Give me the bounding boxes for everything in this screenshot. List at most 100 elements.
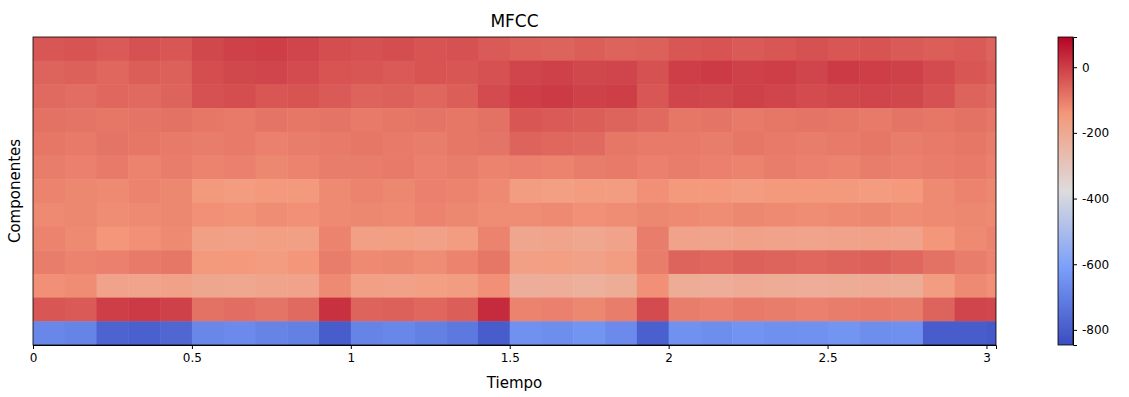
heatmap-cell bbox=[605, 155, 637, 179]
heatmap-cell bbox=[986, 179, 996, 203]
heatmap-cell bbox=[224, 132, 256, 156]
heatmap-cell bbox=[955, 250, 987, 274]
x-axis-title: Tiempo bbox=[486, 374, 542, 392]
heatmap-cell bbox=[605, 298, 637, 322]
heatmap-cell bbox=[669, 298, 701, 322]
heatmap-cell bbox=[160, 108, 192, 132]
heatmap-cell bbox=[891, 321, 923, 345]
plot-frame bbox=[33, 37, 996, 345]
heatmap-cell bbox=[128, 203, 160, 227]
heatmap-cell bbox=[669, 203, 701, 227]
heatmap-cell bbox=[33, 250, 65, 274]
x-tick-label: 2 bbox=[665, 351, 673, 365]
heatmap-cell bbox=[732, 61, 764, 85]
heatmap-cell bbox=[573, 108, 605, 132]
x-axis: 00.511.522.53 bbox=[30, 345, 997, 365]
heatmap-cell bbox=[955, 84, 987, 108]
heatmap-cell bbox=[383, 155, 415, 179]
heatmap-cell bbox=[859, 179, 891, 203]
heatmap-cell bbox=[383, 227, 415, 251]
colorbar-tick-mark bbox=[1073, 133, 1077, 134]
heatmap-cell bbox=[700, 298, 732, 322]
heatmap-cell bbox=[128, 321, 160, 345]
heatmap-cell bbox=[192, 61, 224, 85]
heatmap-cell bbox=[351, 132, 383, 156]
heatmap-cell bbox=[605, 274, 637, 298]
heatmap-cell bbox=[764, 155, 796, 179]
heatmap-cell bbox=[414, 108, 446, 132]
x-tick-mark bbox=[351, 345, 352, 349]
heatmap-cell bbox=[923, 61, 955, 85]
x-tick-mark bbox=[986, 345, 987, 349]
heatmap-cell bbox=[986, 61, 996, 85]
heatmap-cell bbox=[955, 274, 987, 298]
heatmap-cell bbox=[192, 37, 224, 61]
heatmap-cell bbox=[764, 298, 796, 322]
heatmap-cell bbox=[414, 84, 446, 108]
heatmap-cell bbox=[796, 84, 828, 108]
heatmap-cell bbox=[478, 203, 510, 227]
heatmap-cell bbox=[383, 61, 415, 85]
heatmap-cell bbox=[255, 274, 287, 298]
heatmap-cell bbox=[891, 274, 923, 298]
heatmap-cell bbox=[732, 250, 764, 274]
heatmap-cell bbox=[764, 250, 796, 274]
colorbar-tick: -400 bbox=[1073, 192, 1109, 206]
heatmap-cell bbox=[923, 250, 955, 274]
heatmap-cell bbox=[955, 179, 987, 203]
heatmap-cell bbox=[828, 61, 860, 85]
heatmap-cell bbox=[955, 108, 987, 132]
heatmap-cell bbox=[732, 37, 764, 61]
heatmap-cell bbox=[65, 203, 97, 227]
heatmap-cell bbox=[255, 132, 287, 156]
heatmap-cell bbox=[573, 155, 605, 179]
heatmap-cell bbox=[351, 321, 383, 345]
heatmap-cell bbox=[160, 61, 192, 85]
heatmap-cell bbox=[224, 84, 256, 108]
heatmap-cell bbox=[669, 274, 701, 298]
heatmap-cell bbox=[955, 155, 987, 179]
heatmap-cell bbox=[128, 108, 160, 132]
heatmap-cell bbox=[478, 321, 510, 345]
heatmap-cell bbox=[605, 321, 637, 345]
heatmap-cell bbox=[255, 179, 287, 203]
heatmap-cell bbox=[351, 274, 383, 298]
heatmap-cell bbox=[192, 274, 224, 298]
heatmap-cell bbox=[383, 132, 415, 156]
heatmap-cell bbox=[542, 274, 574, 298]
y-axis-title: Componentes bbox=[6, 139, 24, 243]
heatmap-cell bbox=[287, 155, 319, 179]
heatmap-cell bbox=[542, 84, 574, 108]
heatmap-cell bbox=[669, 132, 701, 156]
x-tick: 1 bbox=[348, 345, 356, 365]
heatmap-cell bbox=[446, 250, 478, 274]
heatmap-cell bbox=[923, 132, 955, 156]
heatmap-cell bbox=[160, 250, 192, 274]
heatmap-cell bbox=[351, 108, 383, 132]
heatmap-cell bbox=[65, 84, 97, 108]
heatmap-cell bbox=[637, 321, 669, 345]
heatmap-cell bbox=[33, 155, 65, 179]
heatmap-cell bbox=[700, 84, 732, 108]
heatmap-cell bbox=[542, 155, 574, 179]
x-tick-label: 1 bbox=[348, 351, 356, 365]
x-tick: 3 bbox=[983, 345, 991, 365]
heatmap-cell bbox=[891, 298, 923, 322]
x-tick-label: 2.5 bbox=[819, 351, 838, 365]
heatmap-cell bbox=[319, 108, 351, 132]
heatmap-cell bbox=[637, 132, 669, 156]
heatmap-cell bbox=[160, 321, 192, 345]
heatmap-cell bbox=[224, 179, 256, 203]
heatmap-cell bbox=[128, 155, 160, 179]
heatmap-cell bbox=[33, 227, 65, 251]
heatmap-cell bbox=[319, 84, 351, 108]
heatmap-cell bbox=[796, 250, 828, 274]
heatmap-cell bbox=[65, 155, 97, 179]
heatmap-cell bbox=[573, 274, 605, 298]
heatmap-cell bbox=[510, 132, 542, 156]
heatmap-cell bbox=[510, 179, 542, 203]
heatmap-cell bbox=[287, 321, 319, 345]
heatmap-cell bbox=[192, 84, 224, 108]
x-tick: 0 bbox=[30, 345, 38, 365]
heatmap-cell bbox=[160, 274, 192, 298]
